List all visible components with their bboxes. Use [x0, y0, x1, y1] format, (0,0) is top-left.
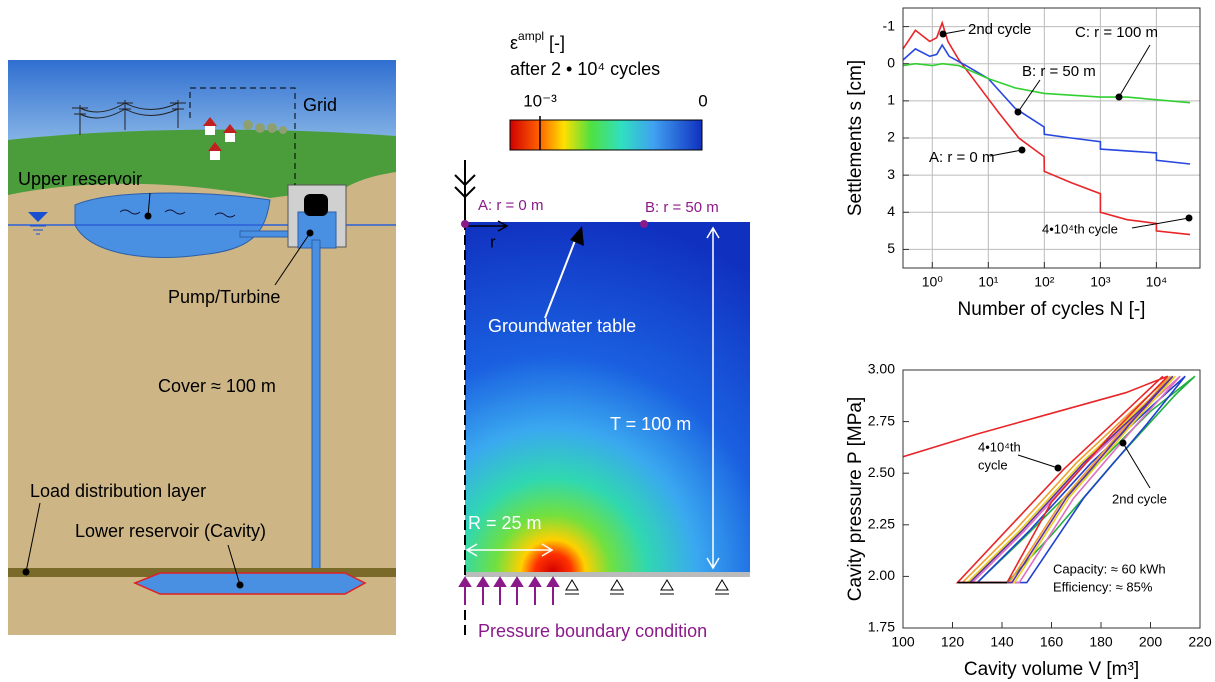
x-tick-label: 10⁰ — [922, 274, 944, 290]
unit: [-] — [549, 33, 565, 53]
label: Lower reservoir (Cavity) — [75, 521, 266, 541]
turbine — [304, 194, 328, 216]
x-tick-label: 100 — [891, 634, 915, 650]
y-axis-label: Cavity pressure P [MPa] — [845, 397, 866, 602]
label: A: r = 0 m — [478, 197, 543, 214]
x-tick-label: 10¹ — [978, 274, 999, 290]
point-a — [461, 220, 469, 228]
annotation-dot — [1116, 94, 1123, 101]
colorbar — [510, 120, 702, 150]
label: B: r = 50 m — [645, 199, 719, 216]
x-tick-label: 10² — [1034, 274, 1055, 290]
y-tick-label: 1.75 — [868, 619, 895, 635]
supports — [565, 580, 729, 594]
annotation-dot — [1019, 147, 1026, 154]
annotation-dot — [1055, 465, 1062, 472]
annotation: 2nd cycle — [1112, 491, 1167, 506]
colorbar-tick-label: 10⁻³ — [523, 91, 557, 110]
y-tick-label: 3.00 — [868, 361, 895, 377]
annotation-dot — [940, 31, 947, 38]
label: Cover ≈ 100 m — [158, 376, 276, 396]
y-tick-label: -1 — [883, 17, 896, 33]
point-b — [640, 220, 648, 228]
page: Grid Upper reservoir Pump/Turbine Cover … — [0, 0, 1215, 682]
y-tick-label: 2 — [887, 129, 895, 145]
y-axis-label: Settlements s [cm] — [845, 60, 866, 216]
y-tick-label: 4 — [887, 203, 895, 219]
axis-symbol — [455, 168, 475, 222]
label: r — [490, 232, 496, 251]
x-tick-label: 220 — [1188, 634, 1212, 650]
label: R = 25 m — [468, 513, 542, 533]
label: Groundwater table — [488, 316, 636, 336]
x-tick-label: 10³ — [1090, 274, 1111, 290]
annotation: 2nd cycle — [968, 21, 1031, 38]
shaft — [312, 240, 320, 576]
label: Pressure boundary condition — [478, 621, 707, 641]
annotation: B: r = 50 m — [1022, 63, 1096, 80]
label: Grid — [303, 95, 337, 115]
pressure-arrows — [460, 578, 558, 605]
annotation-dot — [1186, 215, 1193, 222]
y-tick-label: 3 — [887, 166, 895, 182]
colorbar-tick-label: 0 — [698, 91, 707, 110]
y-tick-label: 2.50 — [868, 464, 895, 480]
y-tick-label: 2.25 — [868, 516, 895, 532]
charts: 10⁰ 10¹ 10² 10³ 10⁴ -1 0 1 2 3 4 5 Number of cycles … — [845, 8, 1212, 680]
annotation: A: r = 0 m — [929, 149, 994, 166]
label: T = 100 m — [610, 414, 691, 434]
annotation: C: r = 100 m — [1075, 24, 1158, 41]
label: Load distribution layer — [30, 481, 206, 501]
x-axis-label: Cavity volume V [m³] — [964, 659, 1139, 680]
x-tick-label: 160 — [1040, 634, 1064, 650]
colorbar-subtitle: after 2 • 10⁴ cycles — [510, 59, 660, 79]
annotation: 4•10⁴th — [978, 439, 1021, 454]
annotation: cycle — [978, 457, 1008, 472]
x-tick-label: 200 — [1139, 634, 1163, 650]
superscript: ampl — [518, 29, 544, 43]
y-tick-label: 0 — [887, 54, 895, 70]
colorbar-title: εampl [-] — [510, 29, 565, 53]
x-tick-label: 10⁴ — [1146, 274, 1168, 290]
y-tick-label: 2.00 — [868, 567, 895, 583]
y-tick-label: 2.75 — [868, 412, 895, 428]
label: Upper reservoir — [18, 169, 142, 189]
figure: Grid Upper reservoir Pump/Turbine Cover … — [0, 0, 1215, 682]
symbol: ε — [510, 33, 518, 53]
x-tick-label: 180 — [1089, 634, 1113, 650]
cavity — [135, 573, 365, 594]
label: Pump/Turbine — [168, 287, 280, 307]
annotation-dot — [1015, 109, 1022, 116]
x-tick-label: 120 — [941, 634, 965, 650]
annotation: Capacity: ≈ 60 kWh — [1053, 561, 1166, 576]
annotation: 4•10⁴th cycle — [1042, 221, 1118, 236]
schematic: Grid Upper reservoir Pump/Turbine Cover … — [8, 60, 396, 635]
x-axis-label: Number of cycles N [-] — [958, 299, 1146, 320]
annotation-dot — [1120, 440, 1127, 447]
y-tick-label: 5 — [887, 240, 895, 256]
annotation: Efficiency: ≈ 85% — [1053, 579, 1153, 594]
y-tick-label: 1 — [887, 92, 895, 108]
contour-panel: εampl [-] after 2 • 10⁴ cycles 10⁻³ 0 A: … — [455, 29, 750, 641]
x-tick-label: 140 — [990, 634, 1014, 650]
base — [465, 572, 750, 577]
